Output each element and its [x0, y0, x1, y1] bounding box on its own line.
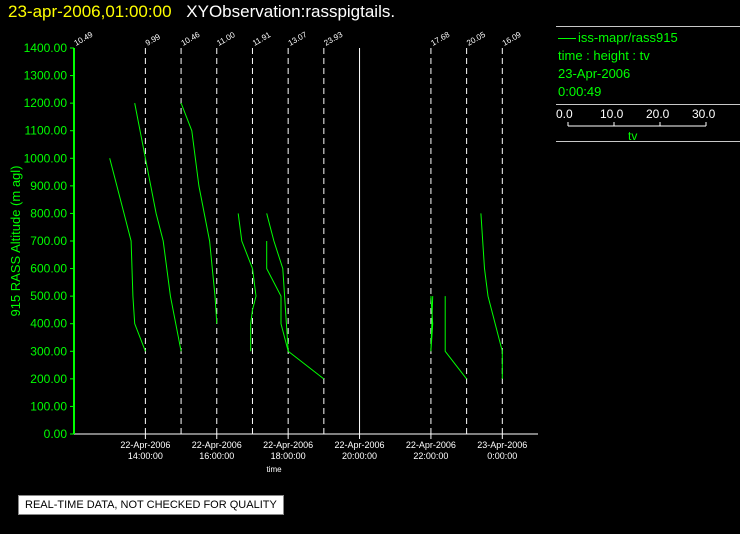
profile-label: 11.91: [251, 30, 273, 48]
y-tick-label: 600.00: [30, 262, 67, 276]
colorbar-label: tv: [628, 129, 638, 143]
y-tick-label: 400.00: [30, 317, 67, 331]
colorbar-tick-3: 30.0: [692, 107, 716, 121]
colorbar-axis: [567, 122, 707, 127]
chart-header: 23-apr-2006,01:00:00 XYObservation:rassp…: [8, 2, 395, 22]
y-tick-label: 700.00: [30, 234, 67, 248]
y-tick-label: 500.00: [30, 289, 67, 303]
colorbar-tick-1: 10.0: [600, 107, 624, 121]
profile-label: 13.07: [287, 30, 309, 48]
legend-time: 0:00:49: [558, 84, 602, 99]
profile-line: [109, 158, 146, 352]
colorbar-tick-2: 20.0: [646, 107, 670, 121]
profile-label: 10.46: [180, 30, 202, 48]
colorbar-tick-0: 0.0: [556, 107, 573, 121]
y-tick-label: 1200.00: [24, 96, 68, 110]
profile-label: 9.99: [144, 32, 162, 48]
x-tick-date: 22-Apr-2006: [120, 440, 170, 450]
y-tick-label: 0.00: [44, 427, 68, 441]
profile-line: [444, 296, 467, 380]
legend-divider-mid: [556, 104, 740, 105]
y-tick-label: 900.00: [30, 179, 67, 193]
x-tick-date: 22-Apr-2006: [406, 440, 456, 450]
chart-title: XYObservation:rasspigtails.: [186, 2, 396, 21]
profile-label: 20.05: [465, 30, 487, 48]
y-tick-label: 1000.00: [24, 151, 68, 165]
x-tick-time: 22:00:00: [413, 451, 448, 461]
profile-line: [237, 213, 257, 352]
quality-notice: REAL-TIME DATA, NOT CHECKED FOR QUALITY: [18, 495, 284, 515]
x-tick-time: 14:00:00: [128, 451, 163, 461]
profile-line: [266, 213, 325, 380]
x-axis-label: time: [266, 465, 282, 474]
y-tick-label: 1400.00: [24, 41, 68, 55]
x-tick-time: 18:00:00: [271, 451, 306, 461]
profile-label: 10.49: [73, 30, 95, 48]
profile-label: 17.68: [429, 30, 451, 48]
profile-label: 23.93: [322, 30, 344, 48]
y-tick-label: 300.00: [30, 344, 67, 358]
x-tick-date: 22-Apr-2006: [192, 440, 242, 450]
x-tick-time: 0:00:00: [487, 451, 517, 461]
profile-line: [180, 102, 218, 324]
x-tick-date: 22-Apr-2006: [263, 440, 313, 450]
profile-label: 11.00: [215, 30, 237, 48]
legend-series-name: iss-mapr/rass915: [558, 30, 678, 45]
y-tick-label: 1300.00: [24, 69, 68, 83]
x-tick-date: 23-Apr-2006: [477, 440, 527, 450]
y-tick-label: 100.00: [30, 399, 67, 413]
profile-line: [430, 296, 434, 352]
profile-line: [134, 103, 182, 352]
x-tick-date: 22-Apr-2006: [335, 440, 385, 450]
y-tick-label: 800.00: [30, 206, 67, 220]
legend-axes-desc: time : height : tv: [558, 48, 650, 63]
y-tick-label: 200.00: [30, 372, 67, 386]
timestamp: 23-apr-2006,01:00:00: [8, 2, 172, 21]
y-tick-label: 1100.00: [25, 124, 68, 138]
y-axis-label: 915 RASS Altitude (m agl): [8, 165, 23, 316]
legend-date: 23-Apr-2006: [558, 66, 631, 81]
x-tick-time: 20:00:00: [342, 451, 377, 461]
profile-line: [480, 213, 503, 379]
profile-line: [266, 241, 289, 352]
x-tick-time: 16:00:00: [199, 451, 234, 461]
legend-divider-bottom: [556, 141, 740, 142]
profile-label: 16.09: [501, 30, 523, 48]
legend-divider-top: [556, 26, 740, 27]
legend-line-swatch: [558, 38, 576, 40]
